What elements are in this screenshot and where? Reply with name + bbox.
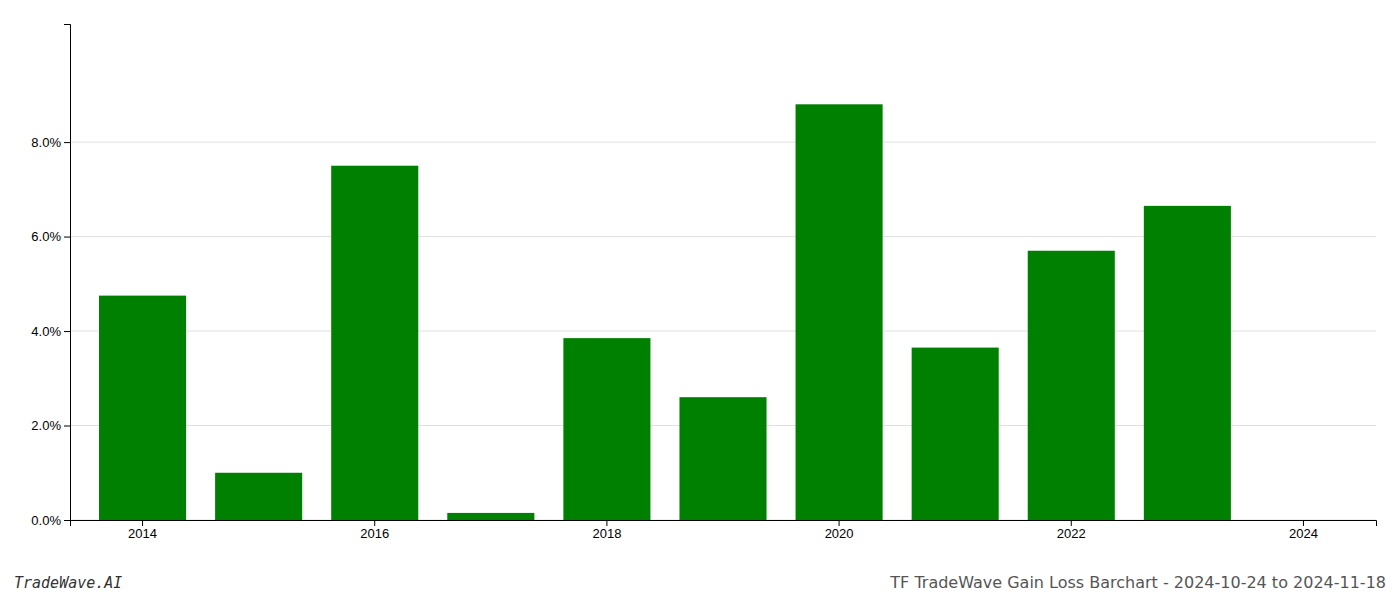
bars xyxy=(99,104,1231,520)
x-tick: 2014 xyxy=(128,520,157,541)
x-axis: 2014 2016 2018 2020 2022 2024 xyxy=(71,520,1377,541)
x-tick-mark xyxy=(142,520,143,526)
bar xyxy=(331,166,418,520)
y-tick-mark xyxy=(64,426,70,427)
bar xyxy=(563,338,650,520)
y-tick-mark xyxy=(64,142,70,143)
y-tick: 4.0% xyxy=(31,324,70,339)
bar xyxy=(1260,520,1347,521)
x-tick: 2016 xyxy=(360,520,389,541)
title: TF TradeWave Gain Loss Barchart - 2024-1… xyxy=(889,573,1386,592)
y-tick: 0.0% xyxy=(31,513,70,528)
bar xyxy=(215,473,302,520)
x-tick: 2022 xyxy=(1057,520,1086,541)
bar xyxy=(796,104,883,520)
grid-line xyxy=(70,142,1376,143)
y-tick-label: 0.0% xyxy=(31,513,61,528)
x-tick-label: 2024 xyxy=(1289,526,1318,541)
x-tick-mark xyxy=(1303,520,1304,526)
x-tick-mark xyxy=(1071,520,1072,526)
bar xyxy=(1028,251,1115,520)
bar xyxy=(447,513,534,520)
bar xyxy=(912,348,999,520)
x-tick: 2020 xyxy=(825,520,854,541)
y-tick-mark xyxy=(64,331,70,332)
chart: 0.0% 2.0% 4.0% 6.0% 8.0% 2014 2016 2018 2020 2022… xyxy=(0,0,1400,600)
x-tick-label: 2014 xyxy=(128,526,157,541)
y-tick-label: 4.0% xyxy=(31,324,61,339)
y-tick-label: 6.0% xyxy=(31,229,61,244)
x-tick: 2024 xyxy=(1289,520,1318,541)
x-tick-label: 2020 xyxy=(825,526,854,541)
y-tick-label: 8.0% xyxy=(31,135,61,150)
grid xyxy=(70,142,1376,520)
plot: 0.0% 2.0% 4.0% 6.0% 8.0% 2014 2016 2018 2020 2022… xyxy=(31,25,1376,542)
y-tick: 2.0% xyxy=(31,418,70,433)
x-tick-mark xyxy=(606,520,607,526)
x-tick-label: 2018 xyxy=(592,526,621,541)
bar xyxy=(679,397,766,520)
x-tick-label: 2016 xyxy=(360,526,389,541)
bar xyxy=(1144,206,1231,520)
y-tick: 6.0% xyxy=(31,229,70,244)
y-tick: 8.0% xyxy=(31,135,70,150)
x-axis-line xyxy=(71,521,1377,527)
y-axis-line xyxy=(64,25,71,521)
y-tick-label: 2.0% xyxy=(31,418,61,433)
watermark: TradeWave.AI xyxy=(14,574,122,592)
x-tick: 2018 xyxy=(592,520,621,541)
bar xyxy=(99,296,186,520)
y-tick-mark xyxy=(64,237,70,238)
x-tick-label: 2022 xyxy=(1057,526,1086,541)
x-tick-mark xyxy=(839,520,840,526)
y-axis: 0.0% 2.0% 4.0% 6.0% 8.0% xyxy=(31,25,70,528)
x-tick-mark xyxy=(374,520,375,526)
y-tick-mark xyxy=(64,520,70,521)
